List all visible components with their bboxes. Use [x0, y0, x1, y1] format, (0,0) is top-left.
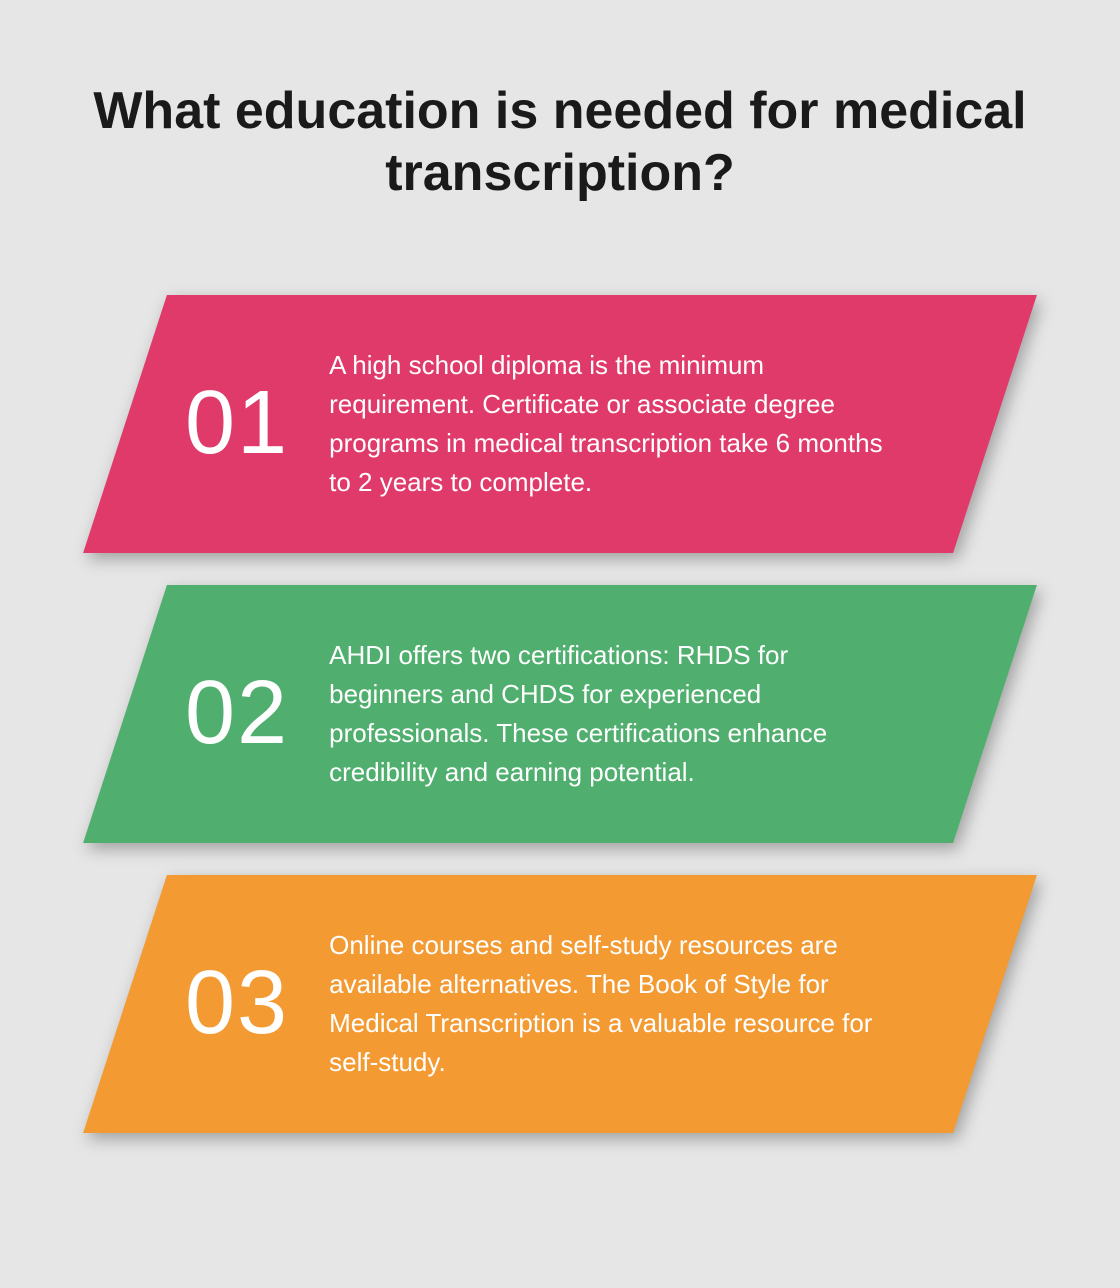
item-description-2: AHDI offers two certifications: RHDS for…: [329, 636, 905, 792]
item-description-3: Online courses and self-study resources …: [329, 926, 905, 1082]
item-number-3: 03: [185, 952, 289, 1055]
info-item-2: 02 AHDI offers two certifications: RHDS …: [125, 585, 995, 843]
page-title: What education is needed for medical tra…: [60, 80, 1060, 205]
items-container: 01 A high school diploma is the minimum …: [60, 295, 1060, 1133]
item-content-2: 02 AHDI offers two certifications: RHDS …: [125, 585, 995, 843]
info-item-3: 03 Online courses and self-study resourc…: [125, 875, 995, 1133]
item-description-1: A high school diploma is the minimum req…: [329, 346, 905, 502]
item-content-1: 01 A high school diploma is the minimum …: [125, 295, 995, 553]
item-number-1: 01: [185, 372, 289, 475]
item-content-3: 03 Online courses and self-study resourc…: [125, 875, 995, 1133]
info-item-1: 01 A high school diploma is the minimum …: [125, 295, 995, 553]
item-number-2: 02: [185, 662, 289, 765]
